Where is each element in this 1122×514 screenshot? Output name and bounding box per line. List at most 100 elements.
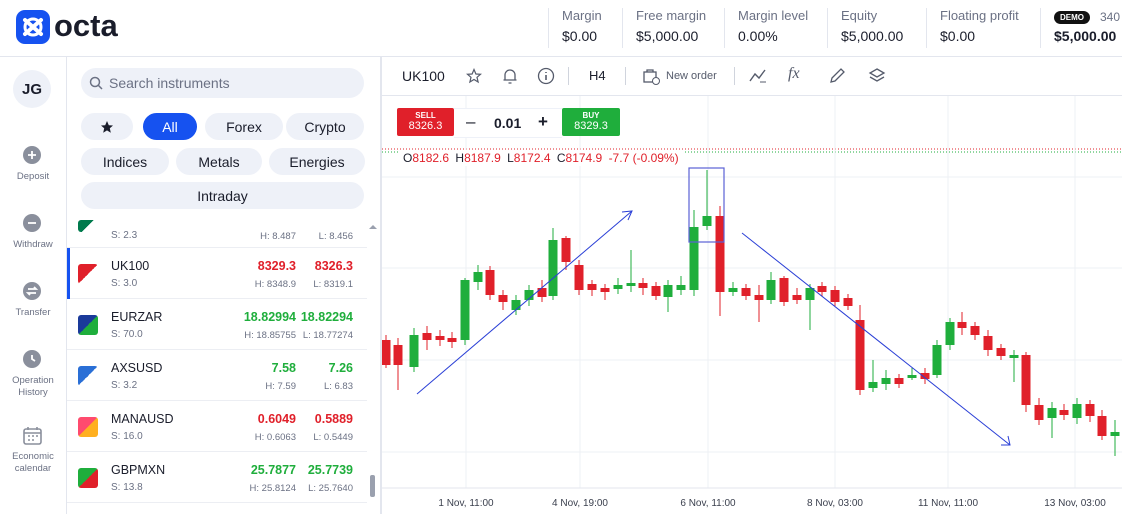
high-price: H: 7.59: [265, 381, 296, 392]
nav-icon[interactable]: [23, 146, 43, 166]
candle-body: [587, 284, 597, 290]
lot-control: – 0.01 +: [454, 108, 562, 138]
chart-symbol[interactable]: UK100: [402, 68, 445, 84]
candle-body: [393, 345, 403, 365]
nav-label[interactable]: Transfer: [15, 307, 51, 318]
ohlc-legend: O8182.6 H8187.9 L8172.4 C8174.9 -7.7 (-0…: [399, 150, 683, 166]
candle-body: [754, 295, 764, 300]
candle-body: [970, 326, 980, 335]
filter-chip[interactable]: Crypto: [286, 113, 364, 140]
favorites-chip[interactable]: [81, 113, 133, 140]
instrument-spread: S: 3.2: [111, 380, 138, 391]
filter-chip[interactable]: Metals: [176, 148, 262, 175]
instrument-symbol: GBPMXN: [111, 463, 166, 477]
high-price: H: 18.85755: [244, 330, 296, 341]
filter-chip[interactable]: All: [143, 113, 197, 140]
star-icon: [101, 120, 113, 133]
nav-icon[interactable]: [23, 350, 43, 370]
filter-chip[interactable]: Forex: [205, 113, 283, 140]
candle-body: [447, 338, 457, 342]
order-icon[interactable]: [642, 67, 660, 85]
alert-icon[interactable]: [502, 67, 518, 85]
bid-price: 7.58: [271, 361, 296, 375]
stat-label: Floating profit: [940, 8, 1019, 23]
plus[interactable]: +: [538, 112, 548, 131]
lot-size[interactable]: 0.01: [494, 115, 522, 131]
x-axis-label: 13 Nov, 03:00: [1044, 498, 1106, 509]
search-box[interactable]: Search instruments: [81, 68, 364, 98]
stat-label: Margin level: [738, 8, 809, 23]
x-axis-label: 1 Nov, 11:00: [438, 498, 494, 509]
trend-line: [416, 210, 633, 395]
high-price: H: 0.6063: [254, 432, 296, 443]
star-icon[interactable]: [466, 68, 482, 84]
nav-label[interactable]: Economic calendar: [12, 451, 54, 474]
instrument-icon: [78, 366, 98, 386]
instrument-panel: Search instruments All Forex Crypto Indices…: [67, 57, 382, 514]
candle-body: [996, 348, 1006, 356]
instrument-row[interactable]: AXSUSD S: 3.2 7.58 7.26 H: 7.59 L: 6.83: [67, 350, 367, 401]
instrument-icon: [78, 220, 98, 232]
filter-chip[interactable]: Intraday: [81, 182, 364, 209]
candle-body: [728, 288, 738, 292]
ohlc-value: 8174.9: [565, 151, 603, 165]
fx-icon[interactable]: fx: [788, 65, 800, 82]
instrument-row[interactable]: UK100 S: 3.0 8329.3 8326.3 H: 8348.9 L: 8319.…: [67, 248, 367, 299]
candle-body: [689, 227, 699, 290]
icon-glyph: [31, 355, 36, 362]
sell-price: 8326.3: [408, 120, 443, 132]
candle-body: [485, 270, 495, 295]
instrument-row[interactable]: MANAUSD S: 16.0 0.6049 0.5889 H: 0.6063 L: 0.…: [67, 401, 367, 452]
candle-body: [920, 373, 930, 379]
buy-button[interactable]: BUY 8329.3: [562, 108, 620, 136]
ask-price: 7.26: [328, 361, 353, 375]
ohlc-key: C: [556, 151, 566, 165]
bid-price: 8329.3: [257, 259, 296, 273]
demo-badge: DEMO: [1054, 11, 1090, 24]
nav-icon[interactable]: [23, 214, 43, 234]
candle-body: [881, 378, 891, 384]
side-nav: JG Deposit Withdraw Transfer Operation Hist…: [0, 57, 67, 514]
scroll-up[interactable]: [369, 224, 377, 230]
separator: [548, 8, 549, 48]
nav-icon[interactable]: [23, 426, 43, 446]
instrument-icon: [78, 264, 98, 284]
candle-body: [894, 378, 904, 384]
nav-label[interactable]: Deposit: [16, 171, 50, 182]
instrument-row[interactable]: EURZAR S: 70.0 18.82994 18.82294 H: 18.85755…: [67, 299, 367, 350]
instrument-spread: S: 2.3: [111, 230, 138, 241]
low-price: L: 6.83: [323, 381, 353, 392]
candle-body: [957, 322, 967, 328]
info-icon[interactable]: [537, 67, 555, 85]
nav-icon[interactable]: [23, 282, 43, 302]
avatar[interactable]: JG: [13, 70, 51, 108]
sell-button[interactable]: SELL 8326.3: [397, 108, 454, 136]
instrument-row[interactable]: GBPMXN S: 13.8 25.7877 25.7739 H: 25.8124 L: …: [67, 452, 367, 503]
candle-body: [626, 283, 636, 286]
filter-chip[interactable]: Energies: [269, 148, 365, 175]
minus[interactable]: –: [466, 112, 476, 131]
filter-chip[interactable]: Indices: [81, 148, 169, 175]
nav-label[interactable]: Withdraw: [13, 239, 53, 250]
indicator-icon[interactable]: [748, 67, 768, 85]
instrument-symbol: UK100: [111, 259, 150, 273]
low-price: L: 0.5449: [313, 432, 353, 443]
x-axis-label: 4 Nov, 19:00: [552, 498, 608, 509]
instrument-row[interactable]: S: 2.3 H: 8.487 L: 8.456: [67, 218, 367, 248]
new-order[interactable]: New order: [666, 70, 717, 82]
layers-icon[interactable]: [868, 67, 886, 85]
timeframe[interactable]: H4: [589, 68, 606, 83]
scrollbar[interactable]: [370, 475, 375, 497]
buy-price: 8329.3: [574, 120, 608, 132]
candle-body: [1072, 404, 1082, 418]
low-price: L: 8.456: [318, 231, 353, 242]
nav-label[interactable]: Operation History: [12, 375, 54, 398]
instrument-symbol: EURZAR: [111, 310, 163, 324]
separator: [568, 67, 569, 85]
logo[interactable]: octa: [54, 8, 118, 43]
separator: [926, 8, 927, 48]
draw-icon[interactable]: [828, 67, 846, 85]
arrow-head: [621, 210, 633, 221]
bid-price: 0.6049: [257, 412, 296, 426]
low-price: L: 25.7640: [308, 483, 353, 494]
